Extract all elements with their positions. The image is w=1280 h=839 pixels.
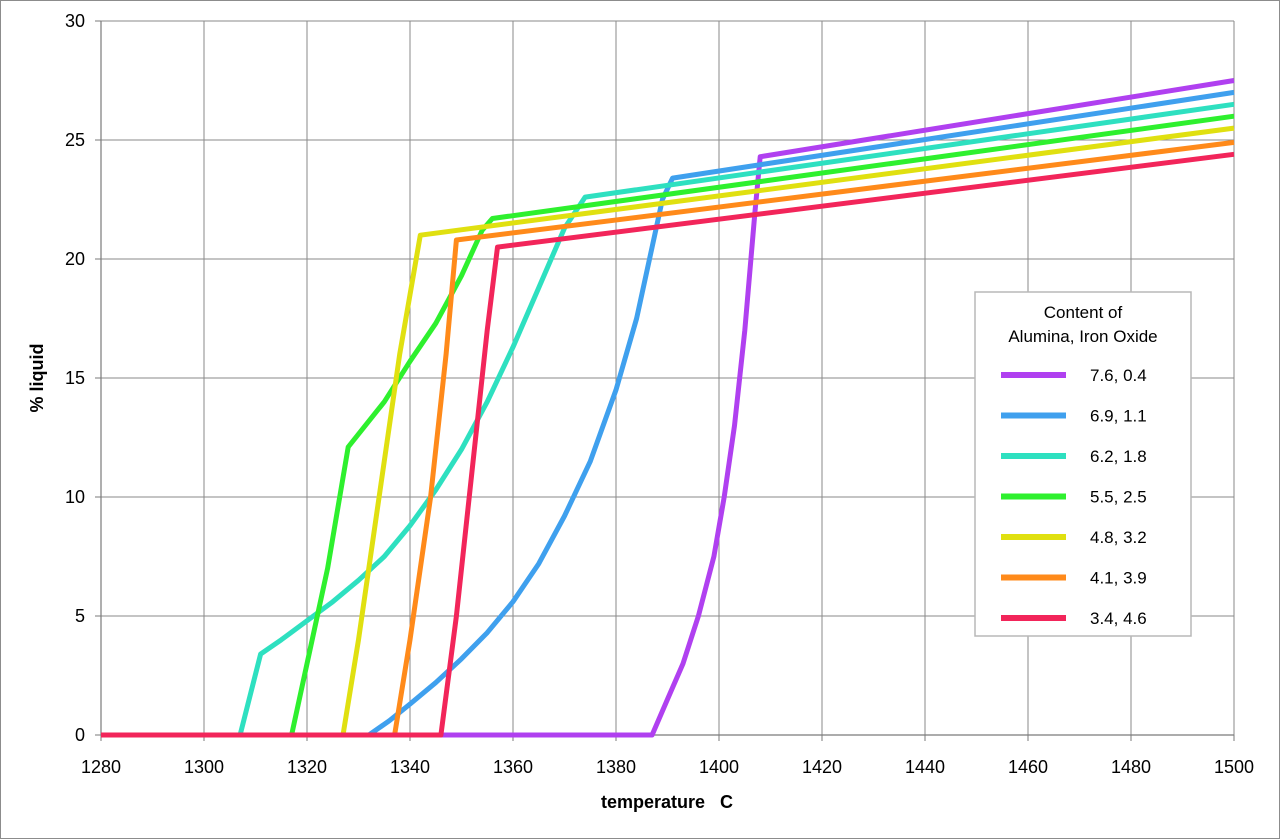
- legend-items: 7.6, 0.4 6.9, 1.1 6.2, 1.8 5.5, 2.5 4.8, 3.2…: [1001, 366, 1147, 628]
- legend-title-line2: Alumina, Iron Oxide: [1008, 327, 1157, 346]
- x-tick-label: 1480: [1111, 757, 1151, 777]
- series-line-2: [101, 89, 1235, 738]
- legend-label: 4.1, 3.9: [1090, 569, 1147, 588]
- x-tick-label: 1440: [905, 757, 945, 777]
- x-tick-label: 1280: [81, 757, 121, 777]
- y-tick-label: 20: [65, 249, 85, 269]
- x-tick-label: 1380: [596, 757, 636, 777]
- x-axis-title: temperature C: [601, 792, 733, 812]
- x-tick-label: 1340: [390, 757, 430, 777]
- y-tick-label: 10: [65, 487, 85, 507]
- y-axis-title: % liquid: [27, 344, 47, 413]
- y-tick-label: 0: [75, 725, 85, 745]
- tick-labels: 1280 1300 1320 1340 1360 1380 1400 1420 1440 1460…: [65, 11, 1254, 777]
- x-tick-label: 1320: [287, 757, 327, 777]
- legend-label: 6.9, 1.1: [1090, 407, 1147, 426]
- legend-label: 6.2, 1.8: [1090, 447, 1147, 466]
- legend-label: 7.6, 0.4: [1090, 366, 1147, 385]
- y-tick-label: 30: [65, 11, 85, 31]
- legend-label: 3.4, 4.6: [1090, 609, 1147, 628]
- legend-label: 5.5, 2.5: [1090, 488, 1147, 507]
- x-tick-label: 1300: [184, 757, 224, 777]
- series-line-7: [101, 151, 1235, 738]
- y-tick-label: 15: [65, 368, 85, 388]
- x-tick-label: 1460: [1008, 757, 1048, 777]
- legend: Content of Alumina, Iron Oxide 7.6, 0.4 6…: [974, 291, 1192, 637]
- y-tick-label: 5: [75, 606, 85, 626]
- series-line-3: [101, 101, 1235, 738]
- legend-label: 4.8, 3.2: [1090, 528, 1147, 547]
- x-tick-label: 1420: [802, 757, 842, 777]
- legend-title-line1: Content of: [1044, 303, 1123, 322]
- x-tick-label: 1360: [493, 757, 533, 777]
- x-tick-label: 1400: [699, 757, 739, 777]
- y-tick-label: 25: [65, 130, 85, 150]
- series-lines: [101, 78, 1235, 738]
- x-tick-label: 1500: [1214, 757, 1254, 777]
